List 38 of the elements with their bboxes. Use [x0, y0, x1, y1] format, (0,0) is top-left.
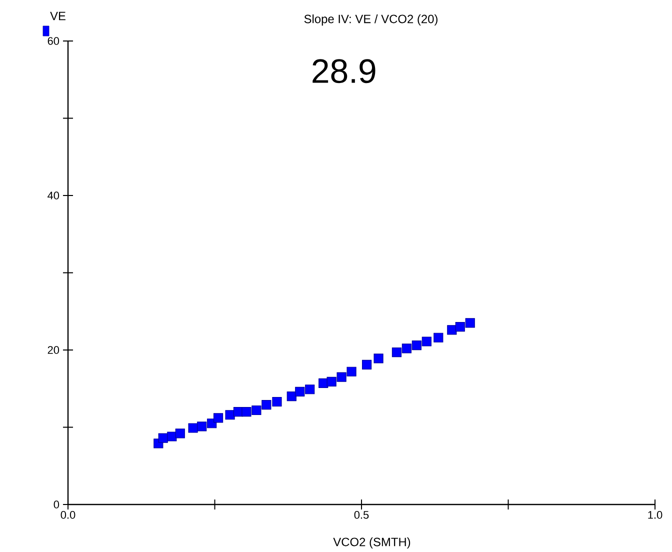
x-tick-label: 0.0 [60, 511, 76, 519]
point [336, 372, 346, 382]
point [402, 344, 412, 354]
point [158, 433, 168, 443]
point [295, 386, 305, 396]
y-tick-label: 20 [48, 346, 60, 354]
x-axis-title: VCO2 (SMTH) [333, 537, 410, 549]
point [374, 354, 384, 364]
point [213, 413, 224, 423]
point [305, 384, 315, 394]
annotation: 28.9 [312, 59, 376, 84]
point [326, 376, 336, 386]
point [392, 348, 402, 358]
point [465, 318, 475, 328]
point [412, 340, 422, 350]
point [362, 360, 372, 370]
x-tick-label: 0.5 [354, 511, 369, 519]
point [434, 332, 444, 342]
point [346, 366, 356, 376]
point [225, 410, 235, 420]
point [242, 406, 252, 417]
y-axis-title: VE [50, 12, 66, 20]
y-tick-label: 0 [54, 500, 60, 508]
chart-title: Slope IV: VE / VCO2 (20) [304, 14, 438, 26]
point [252, 405, 262, 416]
point [422, 336, 432, 346]
point [286, 392, 296, 402]
point [272, 396, 282, 407]
x-tick-label: 1.0 [648, 511, 662, 519]
point [447, 325, 457, 335]
point [167, 432, 177, 442]
point [455, 322, 465, 332]
point [175, 428, 185, 438]
point [262, 400, 272, 410]
y-tick-label: 60 [48, 37, 60, 45]
y-tick-label: 40 [48, 192, 60, 200]
point [197, 422, 207, 432]
point [188, 423, 198, 433]
